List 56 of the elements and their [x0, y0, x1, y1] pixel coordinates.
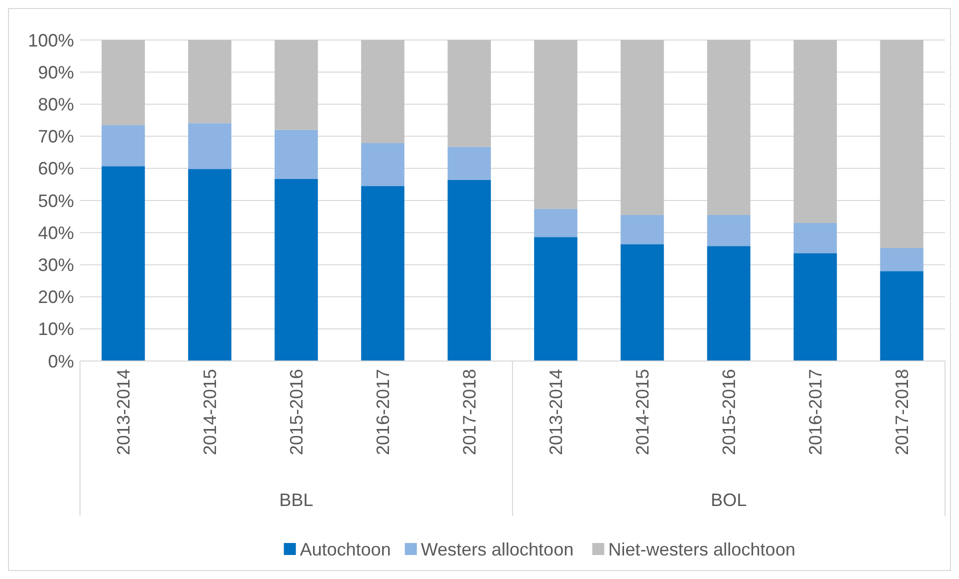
bar: [102, 166, 145, 361]
text: BOL: [710, 490, 747, 510]
bar: [534, 40, 578, 209]
x-tick-label: 2016-2017: [806, 369, 826, 456]
bar: [188, 169, 232, 361]
bar: [448, 40, 491, 147]
bar: [102, 125, 145, 166]
legend-label: Westers allochtoon: [420, 539, 574, 560]
text: BBL: [279, 490, 314, 510]
bar: [794, 40, 837, 223]
y-tick-label: 50%: [38, 190, 74, 211]
y-tick-label: 20%: [38, 287, 74, 308]
bar: [274, 130, 318, 179]
bar: [102, 40, 145, 126]
bar: [274, 178, 318, 361]
y-tick-label: 100%: [28, 30, 74, 50]
bar: [361, 143, 404, 186]
bar: [274, 40, 318, 130]
bar: [707, 246, 750, 361]
y-tick-label: 40%: [38, 222, 74, 243]
x-tick-label: 2016-2017: [373, 369, 394, 456]
bar: [620, 214, 664, 244]
x-tick-label: 2014-2015: [632, 369, 653, 456]
bar: [534, 237, 578, 361]
bar: [880, 248, 924, 272]
bar: [794, 222, 837, 254]
bar: [188, 123, 232, 170]
y-tick-label: 60%: [38, 158, 74, 179]
legend-label: Niet-westers allochtoon: [608, 539, 796, 560]
y-tick-label: 10%: [38, 319, 74, 340]
x-tick-label: 2015-2016: [719, 369, 740, 456]
bar: [448, 180, 491, 361]
bar: [880, 40, 924, 248]
bar: [361, 40, 404, 144]
bar: [620, 40, 664, 215]
bar: [880, 271, 924, 361]
bar: [361, 186, 404, 361]
x-tick-label: 2013-2014: [546, 369, 566, 456]
y-tick-label: 70%: [38, 126, 74, 147]
bar: [534, 208, 578, 238]
legend-label: Autochtoon: [300, 539, 391, 560]
bar: [448, 146, 491, 180]
x-tick-label: 2013-2014: [114, 369, 134, 456]
bar: [620, 244, 664, 361]
bar: [188, 40, 232, 124]
bar: [707, 40, 750, 215]
x-tick-label: 2015-2016: [286, 369, 307, 456]
x-tick-label: 2017-2018: [460, 369, 480, 456]
y-tick-label: 30%: [38, 255, 74, 275]
bar: [794, 253, 837, 361]
x-tick-label: 2014-2015: [200, 369, 220, 456]
x-tick-label: 2017-2018: [892, 369, 912, 456]
bar: [707, 214, 750, 246]
y-tick-label: 90%: [38, 62, 74, 82]
y-tick-label: 80%: [38, 94, 74, 114]
y-tick-label: 0%: [48, 351, 74, 372]
